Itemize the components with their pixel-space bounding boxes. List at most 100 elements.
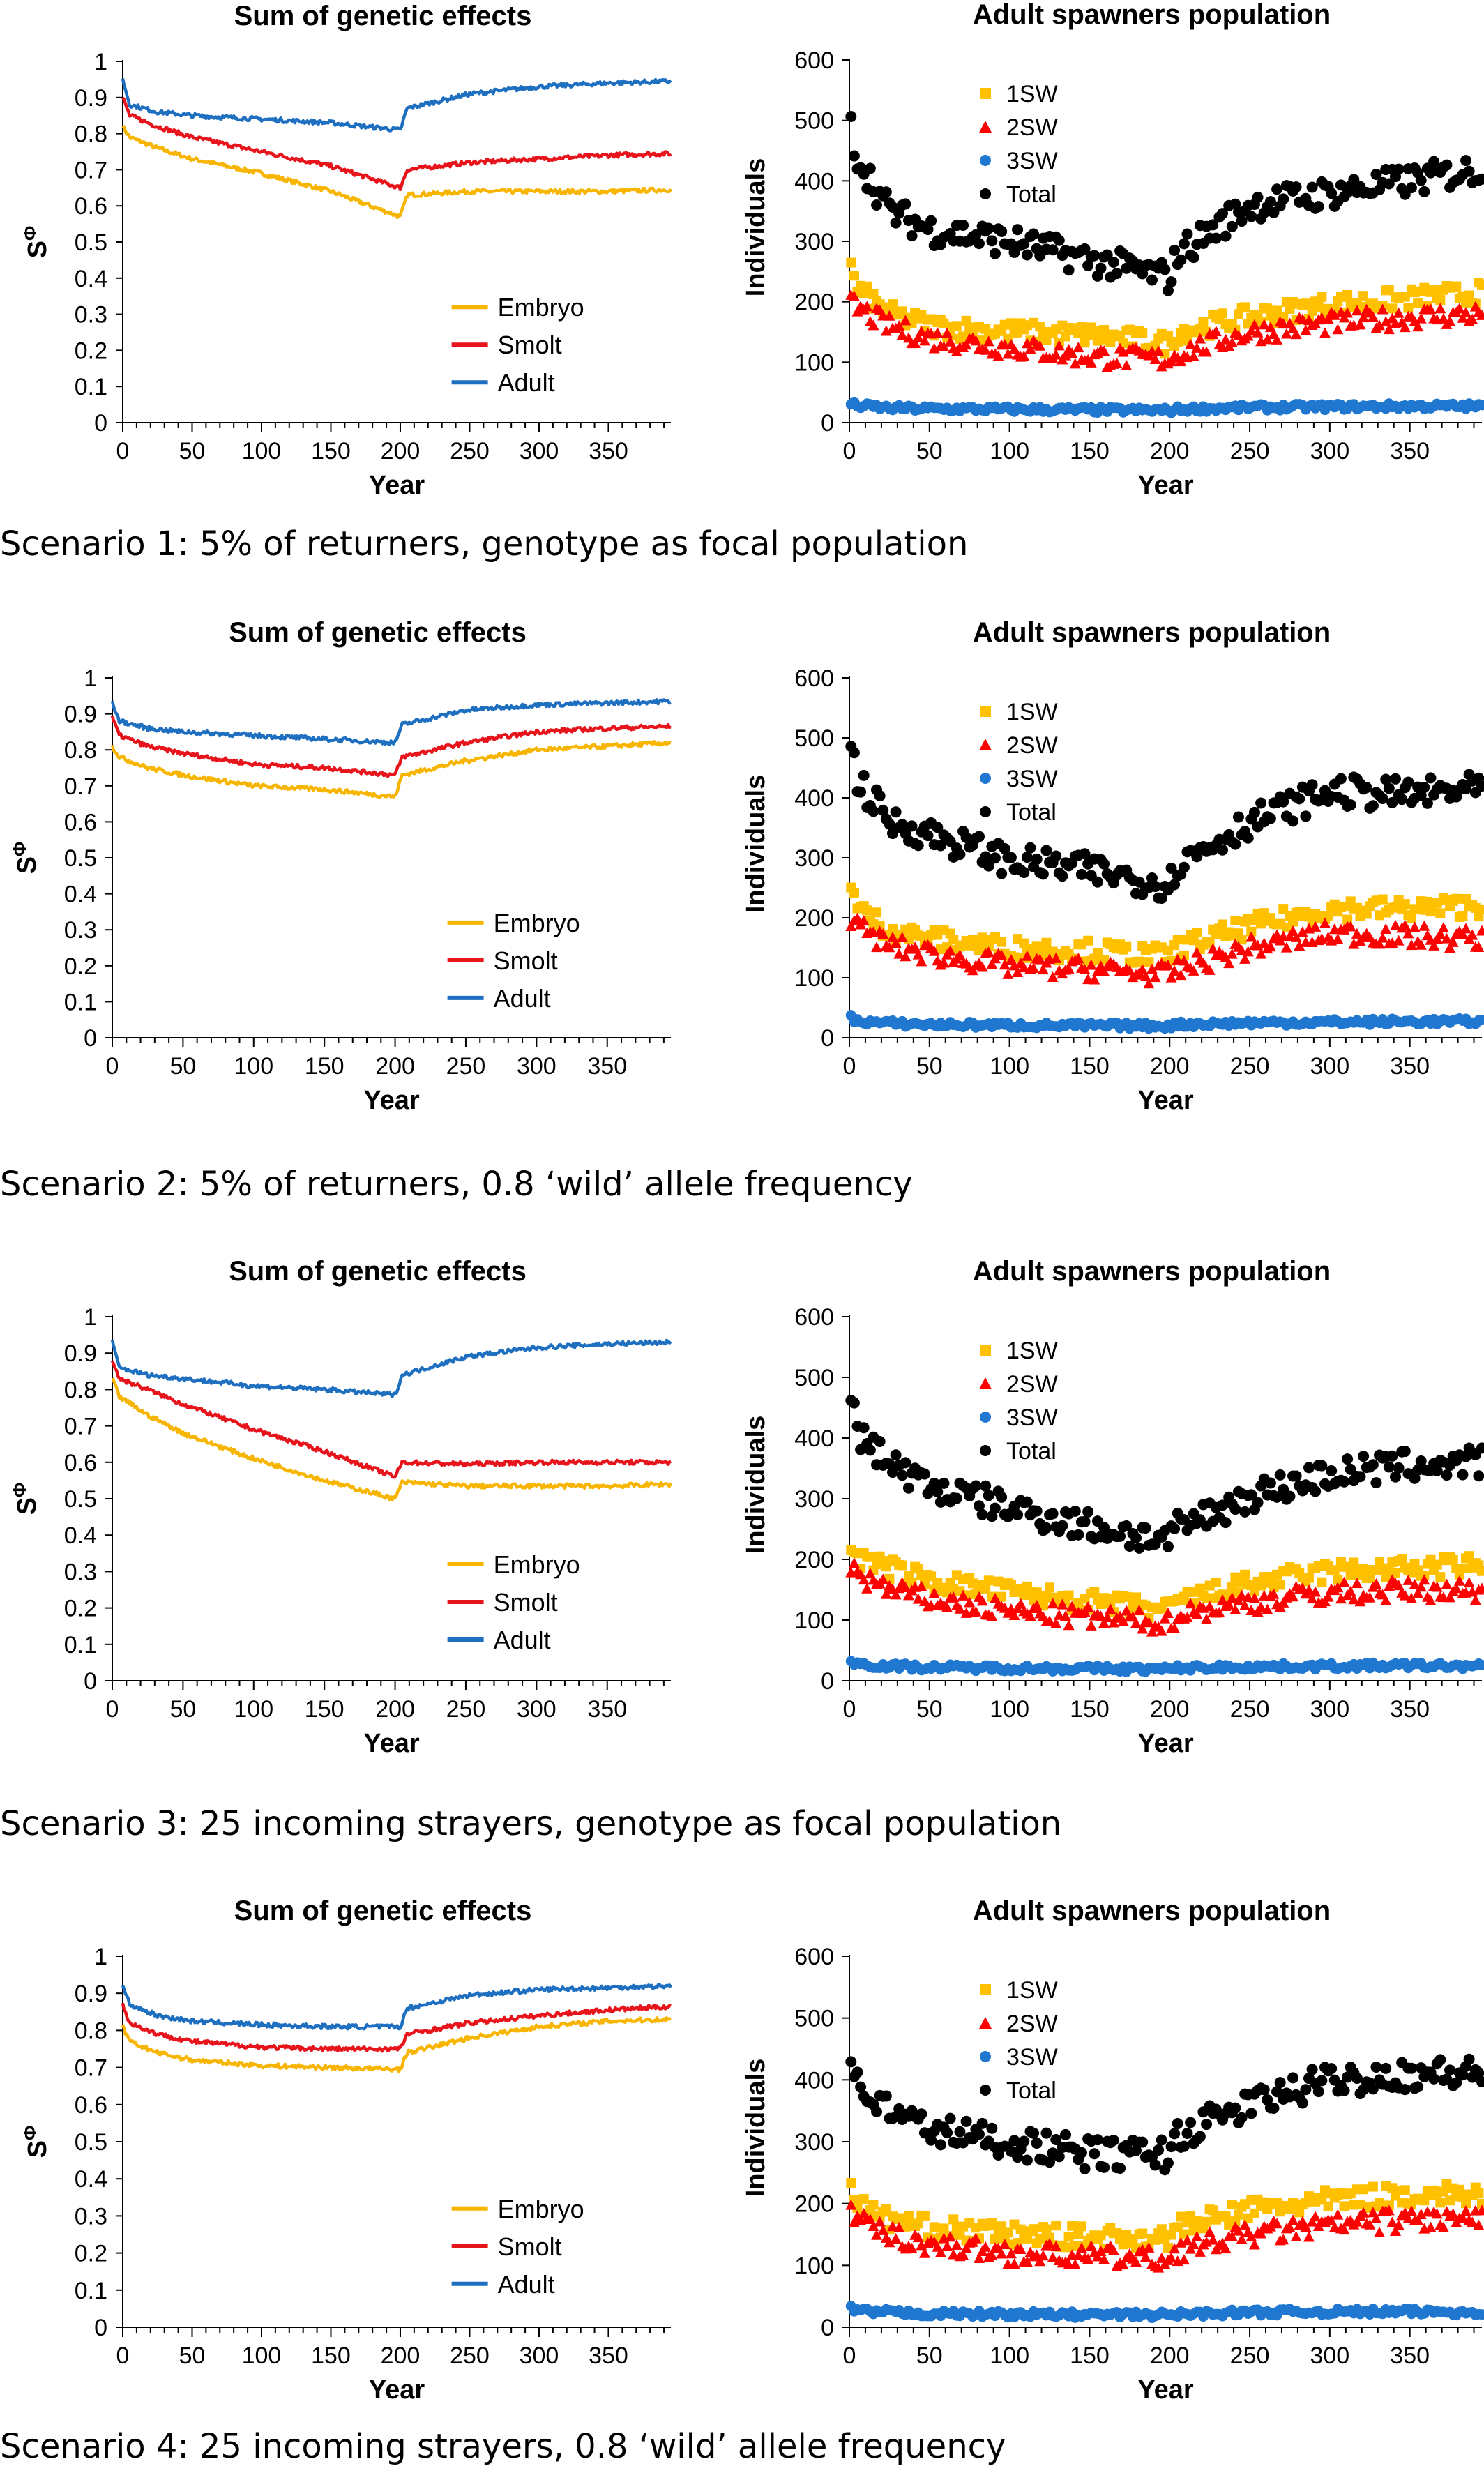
- point-total: [1464, 2054, 1475, 2065]
- point-2sw: [1418, 921, 1430, 931]
- series-total: [845, 111, 1484, 296]
- x-tick-label: 50: [169, 1696, 196, 1723]
- point-total: [1307, 181, 1318, 192]
- point-total: [891, 1449, 902, 1460]
- point-total: [881, 186, 892, 197]
- legend-marker: [980, 2085, 991, 2096]
- point-total: [1022, 2155, 1033, 2166]
- y-tick-label: 100: [794, 1608, 834, 1634]
- legend-label: 1SW: [1006, 699, 1058, 725]
- point-total: [1134, 1543, 1145, 1554]
- point-total: [1073, 1529, 1084, 1541]
- x-tick-label: 350: [589, 2343, 628, 2369]
- series-line-adult: [112, 699, 671, 744]
- point-total: [1108, 257, 1119, 268]
- point-1sw: [849, 271, 859, 280]
- point-total: [1307, 2064, 1318, 2075]
- point-2sw: [1332, 324, 1343, 334]
- point-total: [1368, 1459, 1379, 1470]
- point-total: [891, 806, 902, 817]
- y-tick-label: 100: [794, 2253, 834, 2279]
- y-tick-label: 0: [821, 2315, 834, 2341]
- y-tick-label: 600: [794, 1944, 834, 1970]
- y-axis-label-s: S: [13, 1497, 42, 1515]
- point-total: [1406, 182, 1417, 193]
- point-total: [1339, 2085, 1350, 2096]
- point-2sw: [1374, 2227, 1385, 2237]
- legend-label: 1SW: [1006, 81, 1058, 107]
- point-total: [871, 199, 882, 211]
- legend-label: Embryo: [498, 2195, 584, 2223]
- chart-7: Sum of genetic effects00.10.20.30.40.50.…: [20, 1896, 671, 2405]
- point-total: [1166, 2141, 1177, 2152]
- x-tick-label: 250: [446, 1696, 486, 1723]
- point-total: [1217, 845, 1228, 856]
- point-2sw: [1303, 2231, 1315, 2241]
- point-total: [1031, 2138, 1043, 2149]
- x-tick-label: 0: [106, 1696, 119, 1723]
- point-total: [923, 830, 934, 841]
- series-total: [845, 2054, 1484, 2175]
- point-1sw: [1340, 2201, 1349, 2211]
- point-total: [845, 2056, 856, 2067]
- y-axis-label-s: S: [23, 241, 52, 258]
- point-total: [951, 1492, 962, 1504]
- legend-marker: [980, 155, 991, 166]
- x-tick-label: 250: [1230, 438, 1270, 464]
- y-tick-label: 100: [794, 349, 834, 376]
- legend-label: 2SW: [1006, 1371, 1058, 1398]
- point-1sw: [1173, 935, 1183, 944]
- point-2sw: [1063, 1619, 1075, 1630]
- point-total: [954, 849, 965, 860]
- point-1sw: [1041, 938, 1051, 948]
- point-1sw: [1041, 2225, 1051, 2234]
- scenario-4-caption: Scenario 4: 25 incoming strayers, 0.8 ‘w…: [0, 2427, 1006, 2466]
- point-total: [1354, 1471, 1365, 1482]
- legend-marker: [980, 1984, 991, 1995]
- point-1sw: [1304, 1573, 1314, 1583]
- point-1sw: [984, 1575, 994, 1585]
- series-line-adult: [112, 1340, 671, 1397]
- point-total: [907, 230, 918, 241]
- scenario-2-caption: Scenario 2: 5% of returners, 0.8 ‘wild’ …: [0, 1165, 913, 1204]
- legend-marker: [980, 1412, 991, 1423]
- series-3sw: [846, 1656, 1484, 1677]
- legend-marker: [980, 806, 991, 817]
- y-tick-label: 200: [794, 289, 834, 316]
- point-1sw: [1397, 1554, 1407, 1564]
- chart-8: Adult spawners population010020030040050…: [741, 1896, 1484, 2405]
- point-total: [1377, 793, 1388, 804]
- y-tick-label: 0.9: [75, 1981, 107, 2007]
- x-tick-label: 200: [375, 1053, 415, 1080]
- y-tick-label: 0.1: [64, 1632, 97, 1658]
- point-total: [996, 868, 1007, 879]
- point-1sw: [1451, 282, 1461, 292]
- legend-label: 3SW: [1006, 766, 1058, 792]
- point-1sw: [1429, 285, 1439, 294]
- point-total: [1169, 245, 1180, 256]
- point-1sw: [1458, 911, 1467, 921]
- point-total: [1326, 1465, 1337, 1476]
- point-1sw: [862, 905, 872, 915]
- point-total: [1243, 833, 1254, 844]
- point-1sw: [1029, 2224, 1038, 2234]
- point-total: [1386, 1451, 1398, 1462]
- legend-label: Total: [1006, 2078, 1057, 2104]
- point-total: [1287, 2072, 1298, 2083]
- legend-label: 3SW: [1006, 1405, 1058, 1431]
- point-2sw: [1416, 313, 1427, 324]
- point-total: [1195, 2131, 1206, 2142]
- y-tick-label: 0.9: [64, 702, 97, 728]
- point-1sw: [849, 888, 859, 898]
- x-tick-label: 300: [517, 1053, 556, 1080]
- point-total: [1370, 1477, 1381, 1488]
- point-total: [891, 218, 902, 229]
- point-1sw: [1275, 1580, 1285, 1589]
- point-total: [974, 2128, 985, 2140]
- chart-4: Adult spawners population010020030040050…: [741, 617, 1484, 1115]
- point-1sw: [1121, 942, 1131, 952]
- y-axis-label-phi: Φ: [20, 226, 40, 241]
- point-total: [1275, 2077, 1286, 2088]
- point-total: [1307, 779, 1318, 790]
